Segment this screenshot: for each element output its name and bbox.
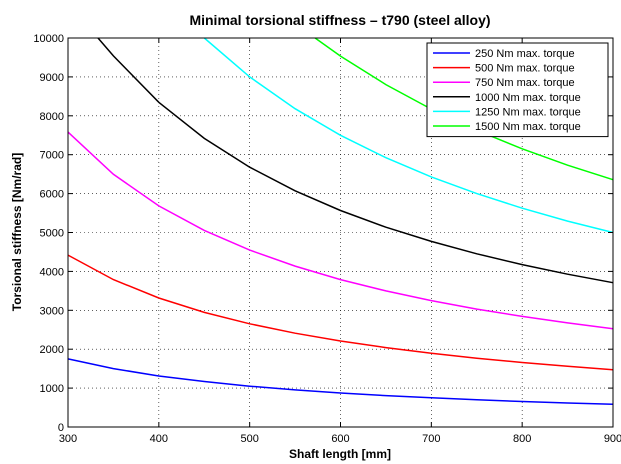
legend-label: 750 Nm max. torque — [475, 77, 575, 89]
y-tick-label: 0 — [58, 422, 64, 434]
y-axis-ticks: 0 1000 2000 3000 4000 5000 6000 7000 8000 9000 100… — [33, 33, 613, 434]
x-tick-label: 500 — [240, 433, 258, 445]
x-tick-label: 300 — [59, 433, 77, 445]
series-line-2 — [67, 254, 614, 371]
legend-label: 500 Nm max. torque — [475, 63, 575, 75]
y-tick-label: 6000 — [40, 189, 64, 201]
x-axis-ticks: 300 400 500 600 700 800 900 — [59, 38, 621, 445]
series-line-3 — [67, 131, 614, 330]
legend-label: 1250 Nm max. torque — [475, 106, 581, 118]
y-tick-label: 9000 — [40, 72, 64, 84]
y-tick-label: 3000 — [40, 305, 64, 317]
legend-label: 1000 Nm max. torque — [475, 92, 581, 104]
legend: 250 Nm max. torque 500 Nm max. torque 750 … — [426, 42, 609, 138]
legend-label: 250 Nm max. torque — [475, 48, 575, 60]
legend-box — [426, 42, 609, 138]
y-tick-label: 10000 — [33, 33, 64, 45]
y-tick-label: 4000 — [40, 266, 64, 278]
y-tick-label: 7000 — [40, 150, 64, 162]
y-tick-label: 2000 — [40, 344, 64, 356]
x-axis-label: Shaft length [mm] — [289, 447, 391, 461]
series-line-1 — [67, 358, 614, 406]
y-axis-label: Torsional stiffness [Nm/rad] — [10, 153, 24, 311]
x-tick-label: 700 — [422, 433, 440, 445]
x-tick-label: 900 — [604, 433, 621, 445]
x-tick-label: 600 — [331, 433, 349, 445]
x-tick-label: 800 — [513, 433, 531, 445]
series-line-5 — [203, 37, 614, 234]
series-line-4 — [97, 37, 614, 284]
x-tick-label: 400 — [150, 433, 168, 445]
y-tick-label: 8000 — [40, 111, 64, 123]
legend-label: 1500 Nm max. torque — [475, 121, 581, 133]
y-tick-label: 1000 — [40, 383, 64, 395]
chart-title: Minimal torsional stiffness – t790 (stee… — [189, 12, 490, 28]
y-tick-label: 5000 — [40, 228, 64, 240]
